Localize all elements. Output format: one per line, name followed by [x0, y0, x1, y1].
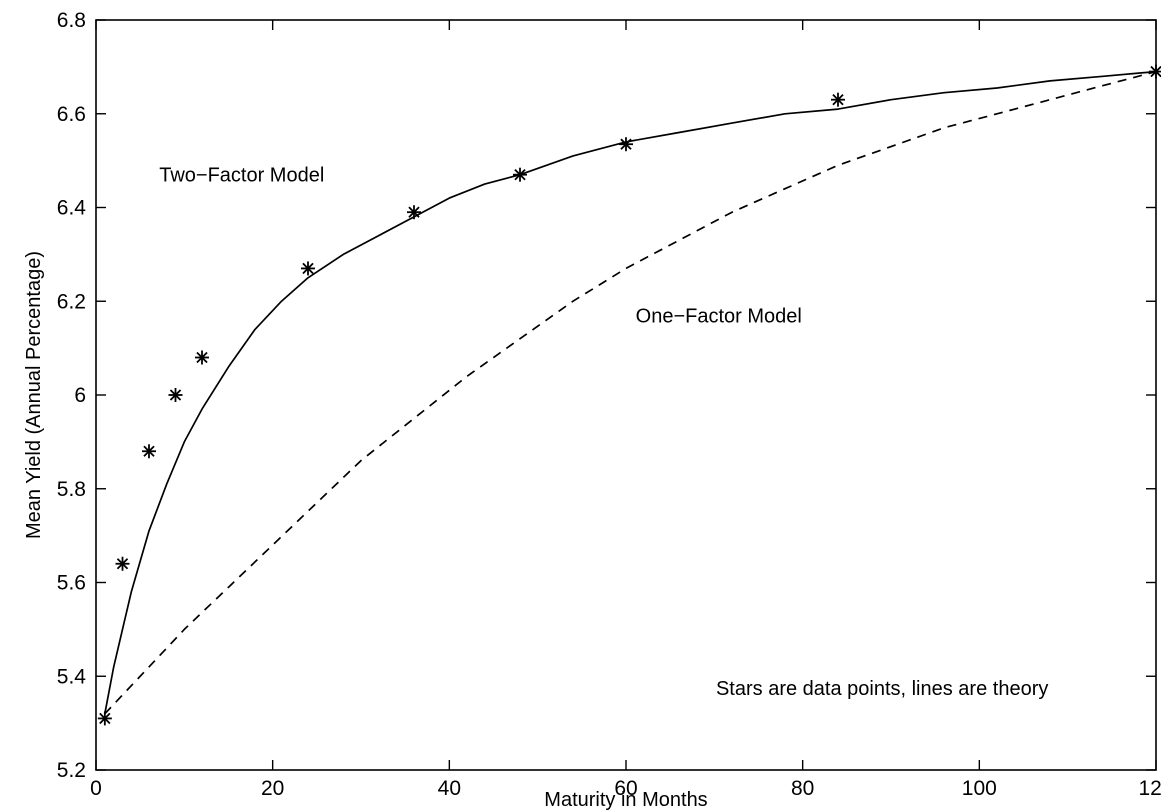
data-point-star: [407, 205, 421, 220]
y-tick-label: 6.8: [57, 9, 86, 32]
x-axis-label: Maturity in Months: [544, 789, 707, 811]
data-point-star: [513, 167, 527, 182]
data-point-star: [831, 92, 845, 107]
two-factor-model-line: [103, 70, 1157, 714]
chart-annotation: One−Factor Model: [636, 305, 802, 327]
y-tick-label: 5.4: [57, 665, 87, 688]
y-tick-label: 5.2: [57, 759, 86, 782]
x-tick-label: 40: [438, 777, 461, 800]
data-point-star: [619, 137, 633, 152]
data-point-star: [1149, 64, 1161, 79]
chart-annotation: Stars are data points, lines are theory: [716, 678, 1048, 700]
y-tick-label: 6.2: [57, 290, 86, 313]
data-point-star: [115, 556, 130, 571]
y-axis-label: Mean Yield (Annual Percentage): [23, 251, 45, 539]
x-tick-label: 100: [962, 777, 997, 800]
data-point-star: [97, 711, 112, 726]
x-tick-label: 80: [791, 777, 814, 800]
data-point-star: [301, 261, 315, 276]
data-point-star: [142, 444, 156, 459]
chart-annotation: Two−Factor Model: [159, 165, 324, 187]
y-tick-label: 6.6: [57, 103, 86, 126]
x-tick-label: 20: [261, 777, 284, 800]
one-factor-model-line: [104, 70, 1157, 715]
x-tick-label: 120: [1138, 777, 1161, 800]
plot-frame: [95, 19, 1157, 771]
y-tick-label: 6.4: [57, 197, 87, 220]
y-tick-label: 5.8: [57, 478, 86, 501]
data-point-star: [168, 388, 183, 402]
x-tick-label: 0: [90, 777, 102, 800]
y-tick-label: 5.6: [57, 572, 86, 595]
x-tick-label: 60: [614, 777, 637, 800]
y-tick-label: 6: [74, 384, 86, 407]
data-point-star: [195, 350, 209, 365]
